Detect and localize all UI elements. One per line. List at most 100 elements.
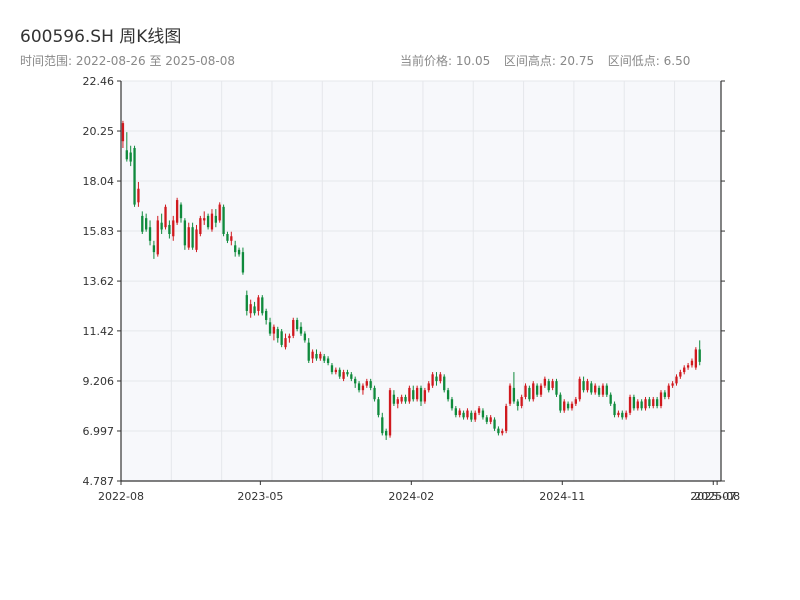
candle-down: [133, 145, 136, 207]
candle-body: [485, 417, 488, 422]
candle-body: [315, 353, 318, 359]
candle-body: [667, 385, 670, 397]
candle-body: [350, 374, 353, 379]
candle-body: [636, 401, 639, 409]
candle-body: [555, 381, 558, 395]
candle-body: [640, 401, 643, 409]
y-tick-label: 20.25: [83, 125, 115, 138]
candle-down: [621, 410, 624, 420]
candle-down: [222, 204, 225, 237]
chart-title: 600596.SH 周K线图: [20, 27, 182, 47]
candle-body: [594, 385, 597, 393]
candle-body: [597, 387, 601, 395]
y-tick-label: 15.83: [83, 225, 115, 238]
candle-down: [295, 317, 299, 332]
candle-up: [628, 394, 632, 416]
candle-down: [632, 394, 636, 411]
candle-down: [566, 401, 570, 411]
candle-body: [435, 376, 438, 382]
candle-body: [245, 295, 248, 311]
candle-down: [547, 378, 550, 393]
candle-up: [365, 378, 368, 388]
candle-body: [617, 412, 620, 416]
candle-body: [342, 372, 345, 379]
candle-down: [663, 390, 667, 400]
candle-body: [203, 218, 206, 221]
candle-body: [396, 399, 399, 404]
candle-up: [570, 401, 574, 411]
candle-down: [435, 372, 438, 386]
candle-up: [288, 333, 291, 343]
candle-down: [168, 220, 171, 239]
candle-up: [690, 358, 694, 368]
candle-body: [133, 147, 136, 205]
candle-up: [652, 396, 655, 409]
candle-body: [361, 385, 365, 391]
candle-body: [369, 381, 372, 388]
candle-up: [574, 396, 577, 407]
candle-up: [423, 387, 427, 404]
candle-body: [218, 204, 221, 221]
candle-body: [381, 417, 384, 434]
candle-body: [292, 320, 295, 336]
candle-body: [241, 252, 245, 273]
candle-down: [268, 317, 272, 336]
candle-up: [578, 376, 581, 402]
candle-body: [566, 403, 570, 409]
range-high-value: 20.75: [559, 54, 595, 68]
candle-body: [493, 419, 496, 429]
candle-up: [686, 363, 690, 370]
candle-up: [195, 224, 198, 253]
candle-down: [412, 385, 415, 402]
candle-up: [172, 215, 175, 241]
candle-up: [342, 369, 345, 382]
x-tick-label: 2024-02: [388, 490, 434, 503]
candle-body: [543, 378, 547, 386]
candle-up: [230, 231, 233, 246]
candle-body: [431, 374, 434, 386]
candle-up: [458, 408, 461, 418]
candle-body: [439, 374, 442, 382]
candle-down: [450, 396, 454, 411]
candle-down: [582, 376, 585, 393]
time-range: 时间范围: 2022-08-26 至 2025-08-08: [20, 52, 235, 69]
candle-up: [563, 399, 566, 413]
candle-body: [164, 206, 167, 228]
candle-up: [532, 381, 535, 402]
candle-body: [141, 215, 144, 232]
candle-body: [578, 378, 581, 400]
candle-body: [326, 358, 330, 364]
candle-body: [628, 396, 632, 413]
candle-body: [152, 245, 156, 253]
candle-body: [454, 408, 457, 416]
candle-up: [539, 383, 543, 397]
time-range-sep: 至: [149, 54, 162, 68]
candle-body: [377, 399, 380, 416]
candle-up: [156, 215, 159, 257]
candle-down: [350, 372, 353, 382]
candle-down: [338, 367, 341, 379]
candle-up: [625, 410, 628, 420]
candle-body: [474, 412, 477, 420]
candle-up: [319, 351, 322, 361]
candle-down: [234, 240, 237, 257]
candle-body: [663, 392, 667, 397]
time-range-label: 时间范围:: [20, 54, 73, 68]
candle-up: [543, 376, 547, 388]
candle-down: [555, 378, 558, 397]
x-tick-label: 2023-05: [237, 490, 283, 503]
candle-down: [261, 295, 264, 316]
candle-body: [539, 385, 543, 395]
candle-body: [586, 381, 589, 391]
candle-body: [249, 304, 252, 314]
candle-up: [199, 215, 202, 237]
candle-down: [512, 372, 516, 404]
candle-down: [183, 218, 187, 250]
candle-down: [481, 408, 485, 420]
candle-body: [295, 320, 299, 330]
candle-body: [516, 401, 519, 407]
candle-up: [501, 428, 504, 436]
candle-up: [477, 406, 481, 416]
candle-body: [679, 372, 682, 377]
candle-up: [505, 403, 508, 434]
